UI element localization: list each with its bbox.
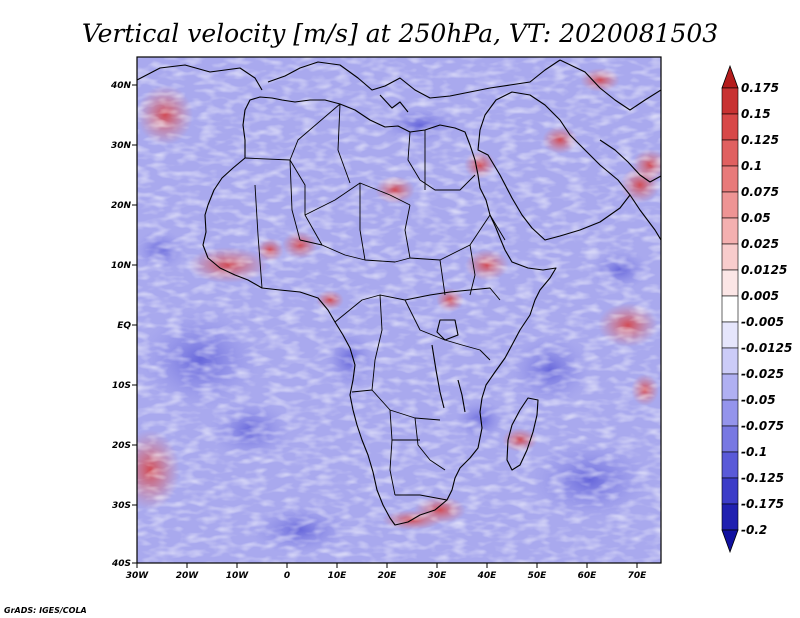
colorbar-top-arrow [721, 64, 739, 89]
y-tick-label: 20S [112, 441, 131, 451]
y-tick-label: 30S [112, 501, 131, 511]
madagascar-coastline [506, 397, 539, 471]
lake-malawi [457, 379, 466, 413]
colorbar-label: -0.2 [741, 523, 767, 537]
y-tick-label: 40N [110, 81, 132, 91]
x-tick-label: 20W [176, 571, 200, 581]
colorbar-swatch [721, 217, 739, 245]
map-frame [136, 56, 662, 564]
colorbar-swatch [721, 165, 739, 193]
colorbar-swatch [721, 243, 739, 271]
country-borders [244, 103, 506, 501]
lake-tanganyika [431, 344, 445, 409]
lake-victoria [436, 319, 459, 341]
colorbar-bottom-arrow [721, 529, 739, 554]
x-tick-label: 30W [126, 571, 150, 581]
y-tick-label: 40S [111, 559, 131, 569]
x-tick-label: 30E [428, 571, 448, 581]
x-tick-label: 50E [528, 571, 548, 581]
colorbar-swatch [721, 503, 739, 531]
colorbar-swatch [721, 139, 739, 167]
colorbar-label: 0.1 [741, 159, 762, 173]
colorbar-swatch [721, 399, 739, 427]
x-axis: 30W 20W 10W 0 10E 20E 30E 40E 50E 60E 70E [126, 563, 647, 581]
chart-title: Vertical velocity [m/s] at 250hPa, VT: 2… [82, 19, 718, 48]
colorbar-label: 0.15 [741, 107, 771, 121]
y-tick-label: EQ [117, 321, 131, 331]
y-tick-label: 10S [112, 381, 131, 391]
colorbar-label: -0.075 [741, 419, 784, 433]
colorbar-label: -0.1 [741, 445, 767, 459]
x-tick-label: 20E [378, 571, 398, 581]
coastlines-and-borders [137, 59, 661, 526]
x-tick-label: 40E [477, 571, 498, 581]
colorbar-swatch [721, 321, 739, 349]
arabia-coastline [477, 91, 631, 241]
colorbar-label: 0.075 [741, 185, 779, 199]
grads-credit: GrADS: IGES/COLA [4, 606, 87, 615]
colorbar-label: 0.005 [741, 289, 779, 303]
colorbar-swatch [721, 191, 739, 219]
colorbar-label: -0.05 [741, 393, 776, 407]
x-tick-label: 10W [226, 571, 250, 581]
colorbar-label: 0.025 [741, 237, 779, 251]
colorbar-swatch [721, 373, 739, 401]
x-tick-label: 60E [578, 571, 598, 581]
colorbar-swatch [721, 477, 739, 505]
colorbar-swatch [721, 347, 739, 375]
colorbar-swatch [721, 425, 739, 453]
europe-coastline [137, 59, 561, 113]
map-plot-area [137, 57, 661, 563]
x-tick-label: 0 [284, 571, 290, 581]
y-axis: 40N 30N 20N 10N EQ 10S 20S 30S 40S [110, 81, 137, 569]
colorbar: 0.175 0.15 0.125 0.1 0.075 0.05 0.025 0.0125 0.0… [721, 64, 792, 554]
colorbar-swatch [721, 451, 739, 479]
colorbar-label: 0.175 [741, 81, 779, 95]
africa-coastline [202, 96, 557, 526]
x-tick-label: 70E [628, 571, 648, 581]
y-tick-label: 20N [111, 201, 132, 211]
colorbar-label: -0.025 [741, 367, 784, 381]
colorbar-label: -0.0125 [741, 341, 792, 355]
colorbar-label: -0.125 [741, 471, 784, 485]
x-tick-label: 10E [328, 571, 348, 581]
colorbar-label: 0.0125 [741, 263, 787, 277]
colorbar-label: 0.05 [741, 211, 771, 225]
y-tick-label: 10N [111, 261, 132, 271]
colorbar-swatch [721, 87, 739, 115]
colorbar-label: -0.175 [741, 497, 784, 511]
colorbar-swatch [721, 269, 739, 297]
colorbar-label: -0.005 [741, 315, 784, 329]
asia-coastline [559, 59, 661, 241]
colorbar-swatch [721, 295, 739, 323]
colorbar-swatch [721, 113, 739, 141]
colorbar-label: 0.125 [741, 133, 779, 147]
y-tick-label: 30N [111, 141, 132, 151]
velocity-field-texture [137, 57, 661, 563]
